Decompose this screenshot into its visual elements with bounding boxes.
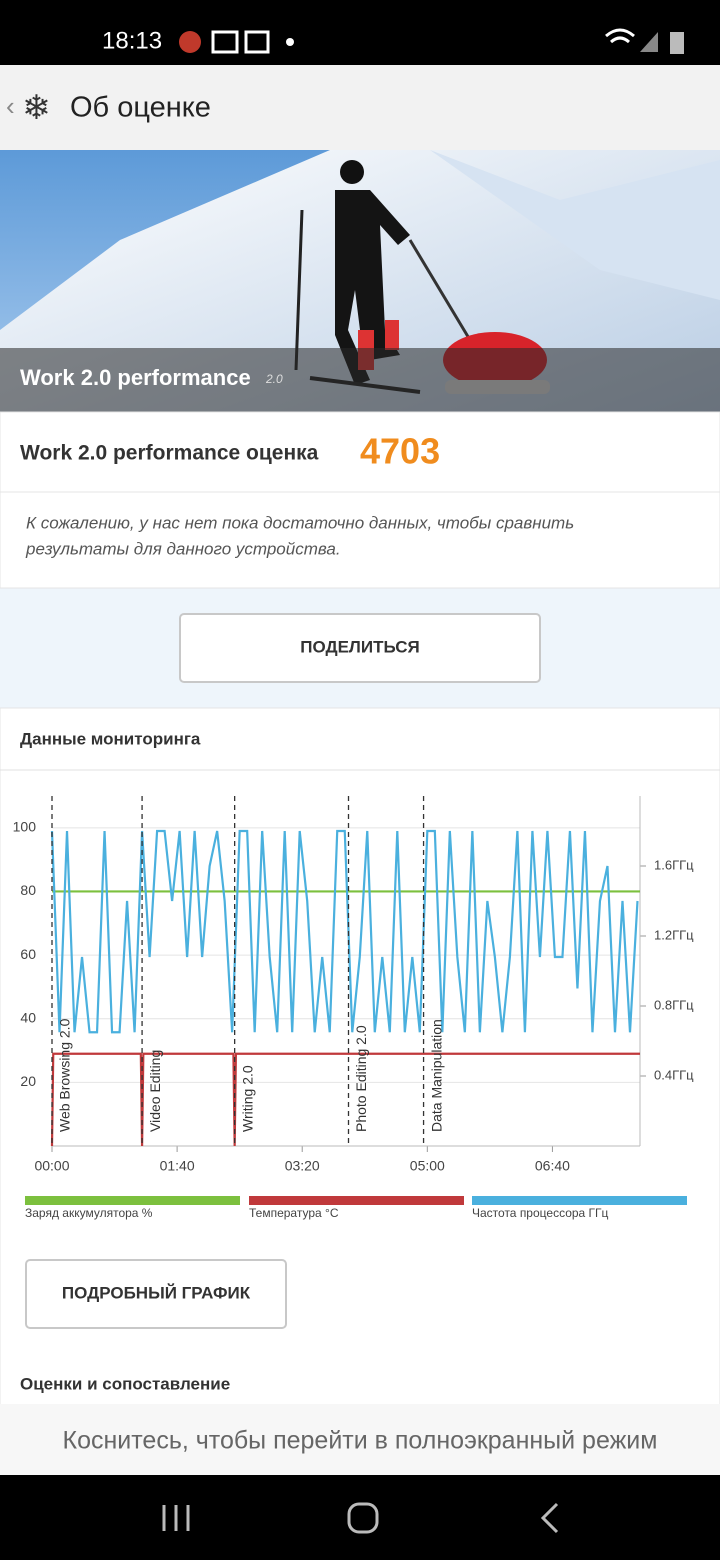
y-tick-label: 40 [20, 1009, 36, 1025]
score-row [0, 411, 720, 493]
monitoring-title: Данные мониторинга [20, 729, 201, 748]
status-icon [211, 30, 239, 54]
score-label: Work 2.0 performance оценка [20, 442, 319, 465]
app-icon: ❄ [22, 89, 51, 127]
banner-overlay [0, 348, 720, 412]
status-icon [286, 38, 294, 46]
x-tick-label: 00:00 [34, 1158, 69, 1174]
status-icon [179, 31, 201, 53]
y2-tick-label: 0.8ГГц [654, 997, 694, 1012]
share-button-label: ПОДЕЛИТЬСЯ [300, 637, 420, 656]
y-tick-label: 20 [20, 1073, 36, 1089]
share-button[interactable] [179, 613, 541, 683]
legend-swatch [472, 1196, 687, 1205]
section-label: Video Editing [147, 1050, 163, 1132]
y-tick-label: 100 [13, 819, 37, 835]
app-bar [0, 65, 720, 150]
y2-tick-label: 1.2ГГц [654, 927, 694, 942]
series-line [50, 829, 639, 1034]
home-button[interactable] [347, 1502, 379, 1534]
series-line [50, 1052, 640, 1147]
x-tick-label: 01:40 [160, 1158, 195, 1174]
y-tick-label: 80 [20, 882, 36, 898]
legend-label: Заряд аккумулятора % [25, 1206, 153, 1220]
section-label: Writing 2.0 [239, 1065, 255, 1132]
score-value: 4703 [360, 431, 440, 472]
legend-swatch [249, 1196, 464, 1205]
x-tick-label: 05:00 [410, 1158, 445, 1174]
mountain-shadow [430, 150, 720, 300]
banner-title: Work 2.0 performance [20, 365, 251, 390]
monitoring-chart: 20 40 60 80 100 0.4ГГц 0.8ГГц 1.2ГГц 1.6ГГц 00:00… [13, 796, 694, 1220]
x-tick-label: 03:20 [285, 1158, 320, 1174]
nav-bar [0, 1475, 720, 1560]
status-time: 18:13 [102, 27, 162, 54]
header-title: Об оценке [70, 92, 211, 124]
y2-tick-label: 0.4ГГц [654, 1067, 694, 1082]
wifi-icon [605, 28, 635, 44]
y2-tick-label: 1.6ГГц [654, 857, 694, 872]
x-tick-label: 06:40 [535, 1158, 570, 1174]
back-button[interactable]: ‹ [6, 91, 15, 121]
legend-label: Частота процессора ГГц [472, 1206, 609, 1220]
banner-version: 2.0 [265, 372, 283, 386]
recent-apps-button[interactable] [162, 1505, 190, 1531]
section-title: Оценки и сопоставление [20, 1374, 230, 1393]
section-label: Web Browsing 2.0 [57, 1018, 73, 1132]
note-box [0, 491, 720, 589]
battery-icon [670, 32, 684, 54]
toast[interactable] [0, 1404, 720, 1475]
detail-button[interactable] [25, 1259, 287, 1329]
legend-swatch [25, 1196, 240, 1205]
detail-button-label: ПОДРОБНЫЙ ГРАФИК [62, 1283, 251, 1302]
signal-icon [640, 32, 658, 52]
section-label: Data Manipulation [428, 1019, 444, 1132]
legend-label: Температура °C [249, 1206, 339, 1220]
status-bar [0, 0, 720, 65]
status-icon [244, 30, 270, 54]
note-line: К сожалению, у нас нет пока достаточно д… [26, 513, 574, 532]
note-line: результаты для данного устройства. [25, 539, 341, 558]
toast-text: Коснитесь, чтобы перейти в полноэкранный… [63, 1427, 658, 1455]
section-label: Photo Editing 2.0 [353, 1025, 369, 1132]
back-nav-button[interactable] [540, 1502, 559, 1534]
y-tick-label: 60 [20, 946, 36, 962]
